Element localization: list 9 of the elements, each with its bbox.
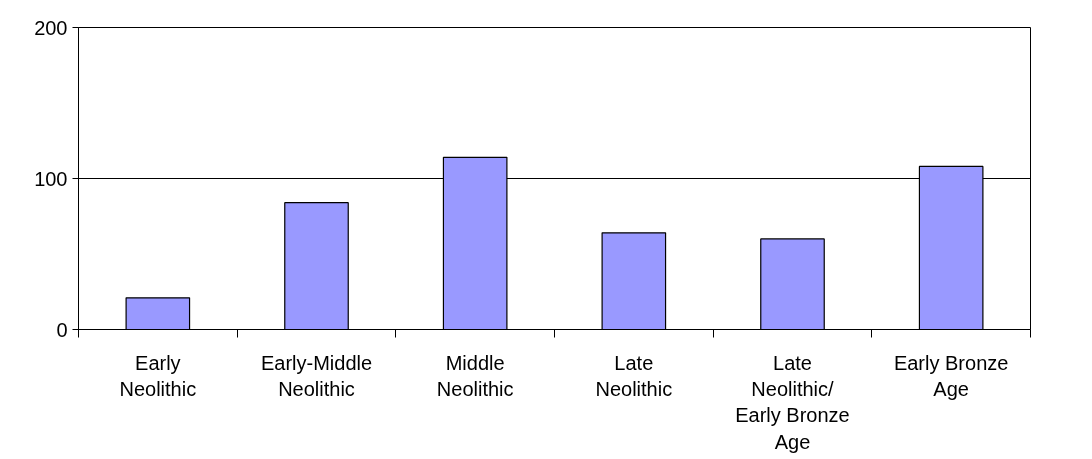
y-tick-label: 200 (34, 16, 68, 39)
x-tick-label: Late Neolithic/ Early Bronze Age (735, 351, 850, 453)
y-tick-label: 100 (34, 167, 68, 190)
x-tick-label: Early Neolithic (119, 351, 197, 400)
x-tick-label: Middle Neolithic (436, 351, 514, 400)
x-tick-label: Early-Middle Neolithic (260, 351, 373, 400)
y-tick-label: 0 (56, 318, 68, 341)
x-tick-label: Late Neolithic (595, 351, 673, 400)
x-tick-label: Early Bronze Age (893, 351, 1009, 400)
